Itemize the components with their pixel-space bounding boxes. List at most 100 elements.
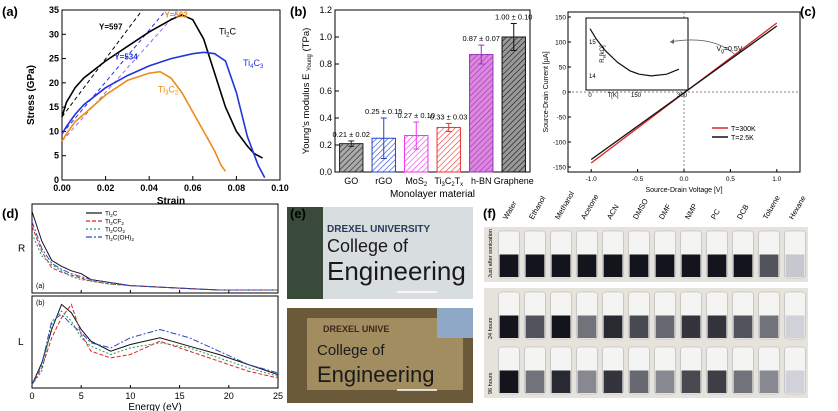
x-tick-label: 0.06 (184, 183, 202, 193)
data-label: 0.21 ± 0.02 (333, 130, 370, 139)
legend-main: Ti (105, 227, 110, 234)
legend-label-Ti2C(OH)2: Ti2C(OH)2 (105, 235, 134, 243)
cat-main: Graphene (494, 176, 534, 186)
vial-liquid (785, 315, 805, 338)
header-text-top: DREXEL UNIVERSITY (327, 224, 430, 235)
vial-liquid (759, 315, 779, 338)
vial-liquid (525, 370, 545, 393)
series-label-sub: 2 (226, 32, 230, 38)
panel-label-f: (f) (483, 206, 496, 221)
header-text-bottom: DREXEL UNIVE (323, 324, 389, 334)
vial-liquid (707, 254, 727, 277)
vial-liquid (629, 315, 649, 338)
vial-liquid (577, 370, 597, 393)
series-line-Ti2C (61, 14, 263, 159)
cat-main: Ti (434, 176, 441, 186)
vg-main: V (716, 46, 721, 53)
reflectivity-line-Ti2CO2 (31, 233, 278, 291)
y-tick-label: 100 (555, 40, 566, 47)
y-tick-label: 1.2 (319, 5, 332, 15)
x-tick-label: 0.0 (679, 176, 688, 183)
legend-sub: 2 (110, 213, 113, 218)
bottom-y-label: L (18, 337, 24, 348)
linear-fit-line (61, 9, 167, 135)
vg-sub: g (721, 49, 724, 55)
vial-liquid (681, 370, 701, 393)
annotation-arrow (669, 39, 736, 55)
x-tick-label: 0.08 (228, 183, 246, 193)
glove-bottom (437, 308, 473, 338)
line1-text-top: College of (327, 236, 409, 256)
y-tick-label: 1.0 (319, 32, 332, 42)
x-axis-label: Source-Drain Voltage [V] (645, 187, 722, 194)
bottom-sublabel: (b) (36, 300, 45, 307)
vial-liquid (499, 315, 519, 338)
cat-sub: 2 (424, 182, 428, 188)
inset-x-label: T[K] (607, 93, 618, 99)
legend-main: Ti (105, 235, 110, 242)
legend-label: T=2.5K (731, 135, 754, 142)
plot-frame (334, 9, 531, 173)
x-tick-label: 0.10 (271, 183, 289, 193)
y-tick-label: 0.6 (319, 86, 332, 96)
x-tick-label: 0.02 (97, 183, 115, 193)
y-tick-label: 30 (49, 29, 59, 39)
legend-sub: 2 (110, 237, 113, 242)
vial-liquid (733, 315, 753, 338)
vial-liquid (551, 315, 571, 338)
reflectivity-line-Ti2C(OH)2 (31, 221, 278, 291)
line1-text-bottom: College of (317, 342, 385, 359)
y-label-sub: Young (307, 54, 313, 71)
y-tick-label: 5 (54, 151, 59, 161)
x-tick-label-rGO: rGO (375, 176, 392, 186)
cat-main: MoS (405, 176, 424, 186)
vial-liquid (629, 254, 649, 277)
vial-liquid (551, 370, 571, 393)
arrow-head (670, 39, 674, 44)
legend-tail: C (113, 211, 118, 218)
x-axis-label: Strain (157, 196, 185, 207)
y-axis-label: Stress (GPa) (26, 65, 37, 125)
panel-label-e: (e) (290, 206, 306, 221)
vial-liquid (785, 254, 805, 277)
x-tick-label-GO: GO (344, 176, 358, 186)
loss-line-Ti2CF2 (31, 303, 279, 385)
inset-y-tick: 14 (589, 74, 596, 80)
inset-y-sub: s (602, 55, 607, 58)
reflectivity-line-Ti2CF2 (31, 226, 278, 291)
line2-text-top: Engineering (327, 256, 466, 286)
solvent-label-Hexane: Hexane (787, 194, 808, 221)
series-label-tail: C (168, 85, 175, 95)
panel-a-stress-strain-chart: 0.00 0.02 0.04 0.06 0.08 0.10 0 5 10 15 20 25 30 35 St… (26, 5, 289, 207)
series-line-Ti4C3 (61, 51, 266, 178)
legend-main: Ti (105, 219, 110, 226)
x-tick-label: -0.5 (632, 176, 644, 183)
series-label-Ti4C3: Ti4C3 (243, 58, 264, 70)
reflectivity-line-Ti2C (31, 211, 278, 291)
solvent-label-DMSO: DMSO (631, 197, 650, 221)
y-tick-label: -100 (553, 140, 566, 147)
annotation: Y=502 (164, 10, 188, 19)
vial-liquid (707, 315, 727, 338)
x-tick-label: 25 (273, 391, 283, 401)
x-tick-label: 0.00 (53, 183, 71, 193)
bar-Ti3C2Tx (436, 126, 461, 173)
y-tick-label: 0.4 (319, 113, 332, 123)
row-label: Just after sonication (488, 229, 494, 278)
x-tick-label: 15 (175, 391, 185, 401)
y-tick-label: 150 (555, 15, 566, 22)
y-tick-label: 0 (54, 175, 59, 185)
cat-sub2: 2 (451, 182, 455, 188)
vial-liquid (603, 315, 623, 338)
inset-y-main: R (600, 58, 606, 63)
inset-x-tick: 150 (631, 93, 642, 99)
series-label-sub: 4 (250, 64, 254, 70)
vial-liquid (707, 370, 727, 393)
inset-y-tick: 15 (589, 40, 596, 46)
series-label-sub2: 3 (260, 64, 264, 70)
cat-main: rGO (375, 176, 392, 186)
legend-sub: 2 (110, 229, 113, 234)
y-label-unit: (TPa) (301, 28, 312, 54)
x-tick-label: 0.5 (726, 176, 735, 183)
